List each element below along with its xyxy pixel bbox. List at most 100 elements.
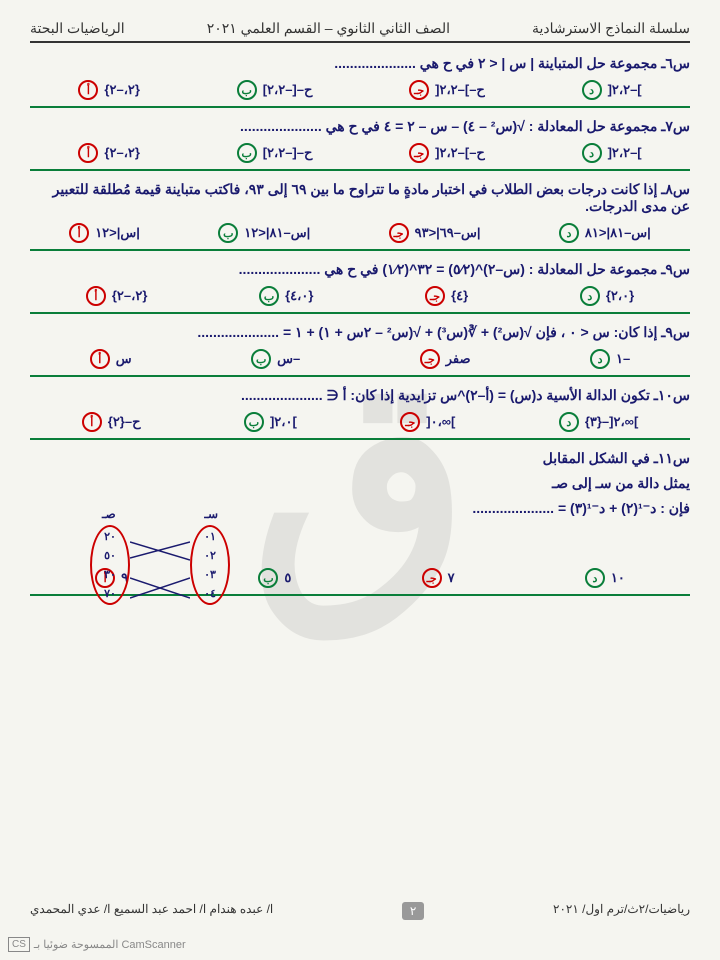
option[interactable]: ب ح–[–٢،٢] <box>237 80 313 100</box>
option-value: {٤،٠} <box>285 288 313 304</box>
option-symbol: أ <box>78 143 98 163</box>
option-symbol: ب <box>259 286 279 306</box>
footer-right: رياضيات/٢ث/ترم اول/ ٢٠٢١ <box>553 902 690 920</box>
question-text: س٩ـ مجموعة حل المعادلة : (س–٢)^(٥⁄٢) = ٣… <box>30 261 690 278</box>
option-symbol: أ <box>90 349 110 369</box>
divider <box>30 249 690 251</box>
option-symbol: د <box>559 412 579 432</box>
option-symbol: د <box>590 349 610 369</box>
option[interactable]: أ {٢،–٢} <box>78 143 140 163</box>
set-c-label: صـ <box>102 507 116 521</box>
option-value: {٤} <box>451 288 468 304</box>
divider <box>30 312 690 314</box>
question-text: س١٠ـ تكون الدالة الأسية د(س) = (أ–٢)^س ت… <box>30 387 690 404</box>
option[interactable]: ب |س–٨١|<١٢ <box>218 223 310 243</box>
option-symbol: ب <box>251 349 271 369</box>
option[interactable]: جـ ح–]–٢،٢[ <box>409 143 485 163</box>
option[interactable]: ب {٤،٠} <box>259 286 313 306</box>
option[interactable]: د {٢،٠} <box>580 286 634 306</box>
camscanner-badge: CS الممسوحة ضوئيا بـ CamScanner <box>8 937 186 952</box>
option[interactable]: أ {٢،–٢} <box>86 286 148 306</box>
option[interactable]: جـ {٤} <box>425 286 468 306</box>
question-text: س٩ـ إذا كان: س < ٠ ، فإن √(س²) + ∛(س³) +… <box>30 324 690 341</box>
set-s: ٠١ ٠٢ ٠٣ ٠٤ <box>190 525 230 605</box>
option-symbol: ب <box>244 412 264 432</box>
divider <box>30 438 690 440</box>
option[interactable]: جـ ٧ <box>422 568 455 588</box>
option[interactable]: أ ح–{٢} <box>82 412 141 432</box>
option-value: ]∞،٠[ <box>426 414 455 430</box>
option[interactable]: د –١ <box>590 349 630 369</box>
divider <box>30 169 690 171</box>
option[interactable]: د ١٠ <box>585 568 625 588</box>
option-symbol: د <box>559 223 579 243</box>
option[interactable]: جـ ]∞،٠[ <box>400 412 455 432</box>
option-value: ح–[–٢،٢] <box>263 145 313 161</box>
option-value: ]–٢،٢[ <box>608 145 642 161</box>
option-symbol: جـ <box>425 286 445 306</box>
option-symbol: د <box>585 568 605 588</box>
option[interactable]: د ]∞،٢[–{٣} <box>559 412 638 432</box>
question-text: س٨ـ إذا كانت درجات بعض الطلاب في اختبار … <box>30 181 690 215</box>
option[interactable]: جـ |س–٦٩|<٩٣ <box>389 223 481 243</box>
header-center: الصف الثاني الثانوي – القسم العلمي ٢٠٢١ <box>207 20 450 37</box>
options-row: أ {٢،–٢} ب ح–[–٢،٢] جـ ح–]–٢،٢[ د ]–٢،٢[ <box>30 143 690 163</box>
option[interactable]: ب ٥ <box>258 568 291 588</box>
page-header: سلسلة النماذج الاسترشادية الصف الثاني ال… <box>30 20 690 43</box>
q11-line2: يمثل دالة من سـ إلى صـ <box>30 475 690 492</box>
option[interactable]: د ]–٢،٢[ <box>582 80 642 100</box>
option-value: –س <box>277 351 300 367</box>
mapping-diagram: سـ صـ ٠١ ٠٢ ٠٣ ٠٤ ٢٠ ٥٠ ٣٠ ٧٠ <box>90 525 230 615</box>
option-symbol: جـ <box>389 223 409 243</box>
option-value: ٥ <box>284 570 291 586</box>
option[interactable]: ب ح–[–٢،٢] <box>237 143 313 163</box>
option[interactable]: جـ ح–]–٢،٢[ <box>409 80 485 100</box>
option-symbol: أ <box>78 80 98 100</box>
option[interactable]: د |س–٨١|<٨١ <box>559 223 651 243</box>
option-value: ]–٢،٢[ <box>608 82 642 98</box>
option-value: |س–٨١|<١٢ <box>244 225 310 241</box>
option-symbol: د <box>582 80 602 100</box>
q11-line3: فإن : د⁻¹(٢) + د⁻¹(٣) = ................… <box>30 500 690 517</box>
option-symbol: جـ <box>422 568 442 588</box>
option-value: {٢،٠} <box>606 288 634 304</box>
options-row: أ |س|<١٢ ب |س–٨١|<١٢ جـ |س–٦٩|<٩٣ د |س–٨… <box>30 223 690 243</box>
option-symbol: ب <box>218 223 238 243</box>
option-value: ]∞،٢[–{٣} <box>585 414 638 430</box>
divider <box>30 375 690 377</box>
set-s-label: سـ <box>204 507 218 521</box>
option-value: ١٠ <box>611 570 625 586</box>
option[interactable]: د ]–٢،٢[ <box>582 143 642 163</box>
option-value: س <box>116 351 132 367</box>
option-value: ح–]–٢،٢[ <box>435 82 485 98</box>
page-footer: رياضيات/٢ث/ترم اول/ ٢٠٢١ ٢ ا/ عبده هندام… <box>30 902 690 920</box>
option-symbol: جـ <box>420 349 440 369</box>
option-value: {٢،–٢} <box>104 82 140 98</box>
option-value: ح–]–٢،٢[ <box>435 145 485 161</box>
option[interactable]: ب ]٢،٠[ <box>244 412 297 432</box>
option-value: {٢،–٢} <box>112 288 148 304</box>
option-symbol: د <box>582 143 602 163</box>
option-symbol: أ <box>82 412 102 432</box>
header-right: سلسلة النماذج الاسترشادية <box>532 20 690 37</box>
option-symbol: جـ <box>400 412 420 432</box>
option-value: ٧ <box>448 570 455 586</box>
option-symbol: ب <box>237 80 257 100</box>
option-symbol: ب <box>258 568 278 588</box>
option[interactable]: أ {٢،–٢} <box>78 80 140 100</box>
mapping-arrows <box>130 525 190 615</box>
option-symbol: أ <box>86 286 106 306</box>
option[interactable]: ب –س <box>251 349 300 369</box>
set-c: ٢٠ ٥٠ ٣٠ ٧٠ <box>90 525 130 605</box>
option-value: –١ <box>616 351 630 367</box>
option-value: {٢،–٢} <box>104 145 140 161</box>
option[interactable]: أ |س|<١٢ <box>69 223 140 243</box>
option-symbol: ب <box>237 143 257 163</box>
cs-icon: CS <box>8 937 30 952</box>
options-row: أ {٢،–٢} ب ح–[–٢،٢] جـ ح–]–٢،٢[ د ]–٢،٢[ <box>30 80 690 100</box>
option[interactable]: أ س <box>90 349 132 369</box>
option-value: ح–[–٢،٢] <box>263 82 313 98</box>
divider <box>30 106 690 108</box>
options-row: أ {٢،–٢} ب {٤،٠} جـ {٤} د {٢،٠} <box>30 286 690 306</box>
option[interactable]: جـ صفر <box>420 349 471 369</box>
